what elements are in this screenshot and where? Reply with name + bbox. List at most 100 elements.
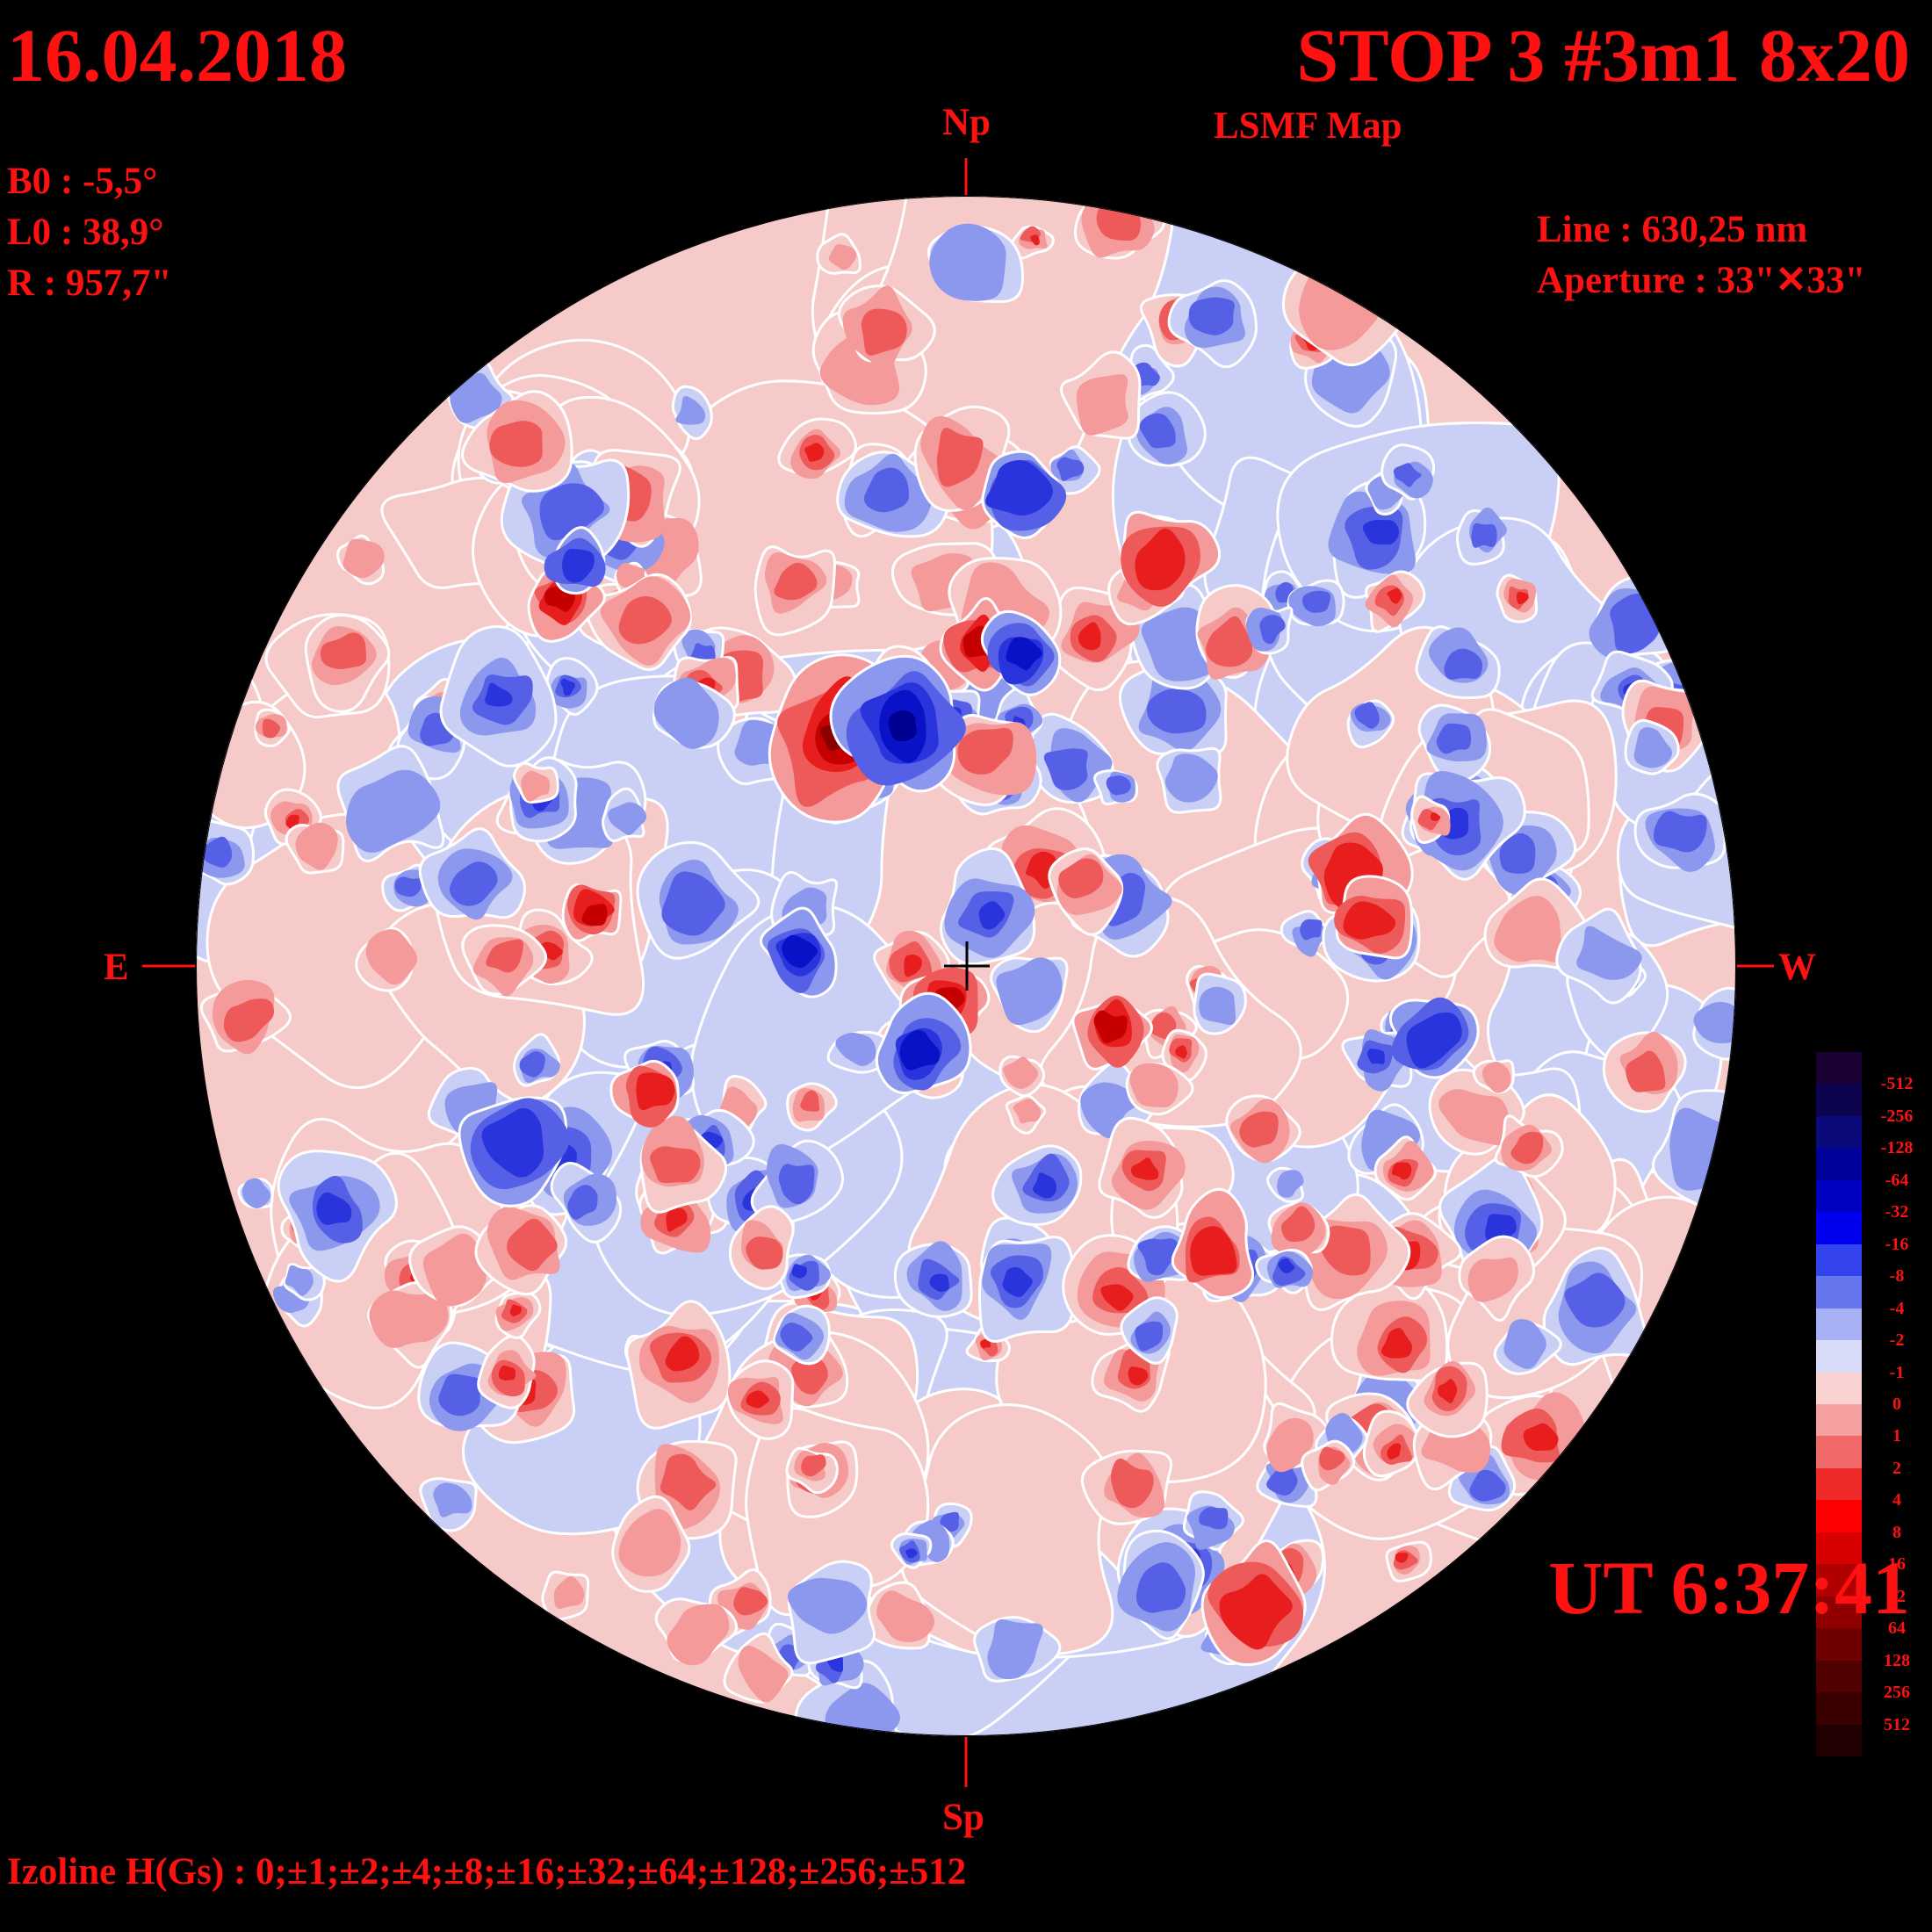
legend-label: -512 bbox=[1880, 1074, 1914, 1094]
legend-swatch bbox=[1816, 1467, 1862, 1501]
positive-field-core bbox=[1318, 1225, 1371, 1276]
north-pole-label: Np bbox=[942, 102, 991, 143]
negative-field-core bbox=[1135, 1562, 1186, 1613]
negative-field-core bbox=[661, 871, 725, 936]
negative-field-core bbox=[438, 1373, 482, 1417]
positive-field-core bbox=[800, 1090, 820, 1112]
legend-label: 4 bbox=[1892, 1490, 1901, 1510]
negative-field-core bbox=[1633, 727, 1673, 768]
negative-field-core bbox=[242, 1178, 271, 1208]
positive-field-core bbox=[1280, 1206, 1316, 1243]
positive-field-core bbox=[1494, 896, 1563, 962]
negative-field-core bbox=[778, 1164, 815, 1205]
negative-field-core bbox=[929, 1273, 949, 1293]
positive-field-core bbox=[1206, 616, 1253, 667]
izoline-levels: Izoline H(Gs) : 0;±1;±2;±4;±8;±16;±32;±6… bbox=[7, 1851, 967, 1892]
legend-swatch bbox=[1816, 1628, 1862, 1662]
negative-field-core bbox=[1164, 753, 1218, 803]
positive-field-core bbox=[1523, 1423, 1559, 1452]
positive-field-core bbox=[509, 1304, 522, 1316]
strong-positive-core bbox=[581, 904, 608, 926]
negative-field-core bbox=[1266, 1464, 1298, 1496]
negative-field-core bbox=[519, 1051, 545, 1078]
positive-field-core bbox=[342, 538, 385, 579]
legend-swatch bbox=[1816, 1596, 1862, 1629]
negative-field-core bbox=[1135, 1321, 1164, 1352]
positive-field-core bbox=[1438, 1089, 1510, 1146]
negative-field-core bbox=[1043, 748, 1088, 790]
positive-field-core bbox=[876, 1590, 935, 1642]
strong-negative-core bbox=[985, 459, 1054, 516]
ephemeris-params: B0 : -5,5° L0 : 38,9° R : 957,7" bbox=[7, 156, 172, 309]
legend-swatch bbox=[1816, 1564, 1862, 1597]
legend-label: 16 bbox=[1888, 1554, 1906, 1575]
positive-field-core bbox=[746, 1390, 770, 1409]
legend-label: 1 bbox=[1892, 1426, 1901, 1446]
negative-field-core bbox=[1693, 1001, 1736, 1044]
positive-field-core bbox=[733, 1587, 768, 1616]
legend-label: -32 bbox=[1885, 1202, 1909, 1222]
l0-value: L0 : 38,9° bbox=[7, 212, 164, 253]
negative-field-core bbox=[835, 1032, 876, 1066]
aperture-size: Aperture : 33"✕33" bbox=[1537, 260, 1866, 301]
legend-swatch bbox=[1816, 1500, 1862, 1533]
spectral-line: Line : 630,25 nm bbox=[1537, 209, 1808, 250]
negative-field-core bbox=[1354, 702, 1380, 729]
negative-field-core bbox=[1106, 775, 1131, 796]
positive-field-core bbox=[1076, 374, 1128, 436]
negative-field-core bbox=[1002, 1266, 1033, 1298]
negative-field-core bbox=[996, 957, 1063, 1026]
positive-field-core bbox=[1430, 812, 1441, 822]
negative-field-core bbox=[978, 901, 1006, 930]
negative-field-core bbox=[1139, 413, 1176, 449]
negative-field-core bbox=[1056, 457, 1085, 481]
negative-field-core bbox=[1366, 1049, 1385, 1064]
positive-field-core bbox=[1516, 591, 1529, 605]
legend-swatch bbox=[1816, 1308, 1862, 1341]
negative-field-core bbox=[567, 1185, 598, 1220]
negative-field-core bbox=[1499, 833, 1536, 874]
strong-negative-core bbox=[782, 934, 818, 969]
positive-field-core bbox=[295, 822, 338, 870]
legend-label: -1 bbox=[1889, 1362, 1905, 1382]
positive-field-core bbox=[650, 1146, 701, 1184]
legend-label: 2 bbox=[1892, 1458, 1901, 1478]
positive-field-core bbox=[774, 562, 818, 601]
positive-field-region bbox=[899, 1403, 1114, 1657]
positive-field-core bbox=[861, 308, 907, 356]
negative-field-core bbox=[1259, 615, 1286, 645]
strong-negative-core bbox=[1006, 637, 1042, 671]
legend-label: 512 bbox=[1884, 1714, 1910, 1734]
negative-field-core bbox=[1362, 519, 1400, 545]
legend-label: 256 bbox=[1884, 1683, 1910, 1703]
legend-label: 32 bbox=[1888, 1586, 1906, 1606]
positive-field-core bbox=[1481, 1062, 1511, 1093]
negative-field-core bbox=[1278, 1258, 1295, 1274]
negative-field-core bbox=[1188, 297, 1235, 335]
legend-swatch bbox=[1816, 1436, 1862, 1469]
positive-field-core bbox=[804, 443, 825, 462]
positive-field-core bbox=[1395, 1553, 1409, 1563]
color-scale-legend: -512 -256 -128 -64 -32 -16 -8 -4 -2 -1 0 1 2 4 8 16 32 64… bbox=[1816, 1052, 1930, 1757]
strong-positive-core bbox=[1343, 901, 1396, 940]
positive-field-core bbox=[666, 1208, 688, 1232]
negative-field-core bbox=[1277, 1170, 1304, 1198]
negative-field-core bbox=[1576, 926, 1642, 980]
west-label: W bbox=[1778, 947, 1816, 988]
legend-label: 128 bbox=[1884, 1650, 1910, 1670]
negative-field-core bbox=[203, 836, 233, 868]
positive-field-core bbox=[738, 1645, 789, 1703]
legend-label: -128 bbox=[1880, 1138, 1914, 1158]
positive-field-core bbox=[1381, 1328, 1412, 1359]
strong-positive-core bbox=[636, 1072, 675, 1111]
legend-swatch bbox=[1816, 1212, 1862, 1245]
legend-swatch bbox=[1816, 1532, 1862, 1565]
legend-swatch bbox=[1816, 1404, 1862, 1437]
positive-field-core bbox=[1387, 1443, 1402, 1460]
legend-label: 8 bbox=[1892, 1522, 1901, 1542]
positive-field-core bbox=[1129, 1063, 1179, 1107]
strong-negative-core bbox=[888, 710, 917, 742]
negative-field-core bbox=[1669, 1107, 1736, 1191]
strong-negative-core bbox=[562, 548, 595, 583]
negative-field-core bbox=[780, 1322, 813, 1352]
